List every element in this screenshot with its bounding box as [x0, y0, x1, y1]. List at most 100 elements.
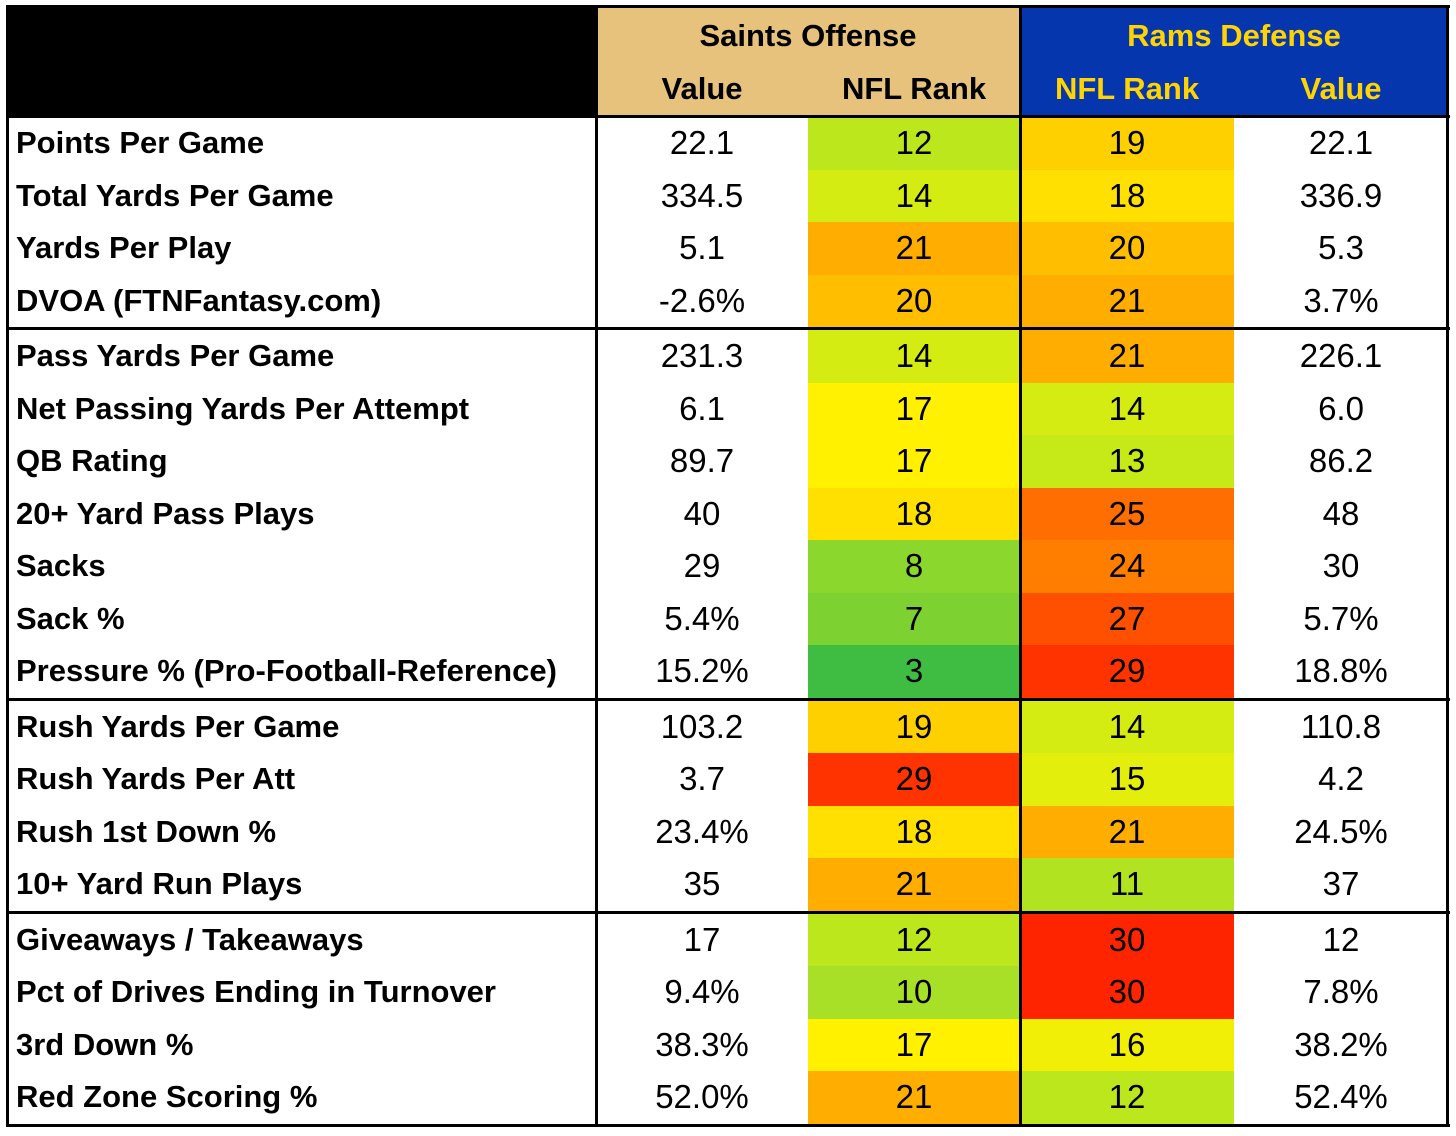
rams-rank-cell: 14	[1020, 382, 1234, 435]
saints-rank-cell: 10	[808, 966, 1020, 1019]
rams-value-cell: 4.2	[1318, 760, 1364, 798]
rams-value-cell: 37	[1322, 865, 1360, 903]
saints-value-cell: 6.1	[679, 389, 725, 427]
rams-value-cell: 18.8%	[1294, 652, 1388, 690]
saints-rank-cell: 21	[808, 222, 1020, 275]
rams-rank-cell: 13	[1020, 435, 1234, 488]
group-separator-3	[6, 910, 1450, 914]
row-label: Giveaways / Takeaways	[16, 921, 364, 957]
rams-header-bg	[1020, 8, 1448, 116]
saints-value-cell: 35	[683, 865, 721, 903]
divider-offense-defense	[1019, 5, 1022, 1127]
rams-value-cell: 7.8%	[1303, 973, 1379, 1011]
rams-value-cell: 336.9	[1299, 176, 1383, 214]
saints-value-cell: 52.0%	[655, 1078, 749, 1116]
row-label: Pressure % (Pro-Football-Reference)	[16, 653, 557, 689]
row-label: 10+ Yard Run Plays	[16, 866, 303, 902]
rams-rank-header: NFL Rank	[1054, 71, 1200, 106]
saints-rank-cell: 29	[808, 753, 1020, 806]
border-right	[1446, 5, 1449, 1127]
rams-rank-cell: 12	[1020, 1071, 1234, 1124]
saints-rank-cell: 14	[808, 330, 1020, 383]
saints-rank-cell: 12	[808, 913, 1020, 966]
row-label: 20+ Yard Pass Plays	[16, 495, 315, 531]
saints-value-cell: -2.6%	[658, 281, 746, 319]
row-label: Rush 1st Down %	[16, 813, 277, 849]
saints-rank-cell: 18	[808, 487, 1020, 540]
saints-value-cell: 40	[683, 494, 721, 532]
saints-value-cell: 23.4%	[655, 812, 749, 850]
saints-rank-cell: 12	[808, 117, 1020, 170]
border-top	[6, 5, 1450, 8]
rams-value-cell: 52.4%	[1294, 1078, 1388, 1116]
rams-rank-cell: 30	[1020, 966, 1234, 1019]
rams-defense-title: Rams Defense	[1127, 18, 1341, 53]
saints-rank-cell: 3	[808, 645, 1020, 698]
saints-value-cell: 5.1	[679, 229, 725, 267]
row-label: 3rd Down %	[16, 1026, 194, 1062]
row-label: Points Per Game	[16, 125, 265, 161]
rams-value-cell: 6.0	[1318, 389, 1364, 427]
rams-rank-cell: 29	[1020, 645, 1234, 698]
saints-rank-cell: 14	[808, 169, 1020, 222]
rams-value-cell: 48	[1322, 494, 1360, 532]
row-label: Sacks	[16, 548, 106, 584]
saints-value-cell: 3.7	[679, 760, 725, 798]
saints-value-cell: 89.7	[669, 442, 735, 480]
rams-rank-cell: 16	[1020, 1018, 1234, 1071]
rams-rank-cell: 24	[1020, 540, 1234, 593]
header-blank-cell	[8, 8, 596, 116]
row-label: DVOA (FTNFantasy.com)	[16, 282, 382, 318]
header-separator	[6, 115, 1450, 118]
row-label: Net Passing Yards Per Attempt	[16, 390, 470, 426]
rams-value-cell: 12	[1322, 920, 1360, 958]
saints-rank-cell: 17	[808, 382, 1020, 435]
rams-rank-cell: 21	[1020, 330, 1234, 383]
saints-value-cell: 15.2%	[655, 652, 749, 690]
row-label: QB Rating	[16, 443, 168, 479]
rams-value-cell: 30	[1322, 547, 1360, 585]
group-separator-1	[6, 327, 1450, 330]
saints-value-cell: 22.1	[669, 124, 735, 162]
row-label: Yards Per Play	[16, 230, 232, 266]
row-label: Rush Yards Per Game	[16, 708, 340, 744]
saints-rank-header: NFL Rank	[841, 71, 987, 106]
rams-value-cell: 38.2%	[1294, 1025, 1388, 1063]
saints-rank-cell: 18	[808, 805, 1020, 858]
saints-value-cell: 5.4%	[664, 599, 740, 637]
row-label: Red Zone Scoring %	[16, 1079, 318, 1115]
saints-header-bg	[596, 8, 1020, 116]
saints-offense-title: Saints Offense	[699, 18, 917, 53]
saints-rank-cell: 21	[808, 1071, 1020, 1124]
rams-rank-cell: 21	[1020, 805, 1234, 858]
rams-value-cell: 24.5%	[1294, 812, 1388, 850]
saints-value-cell: 9.4%	[664, 973, 740, 1011]
rams-rank-cell: 15	[1020, 753, 1234, 806]
saints-rank-cell: 17	[808, 435, 1020, 488]
rams-rank-cell: 25	[1020, 487, 1234, 540]
rams-rank-cell: 21	[1020, 274, 1234, 327]
rams-value-cell: 5.3	[1318, 229, 1364, 267]
rams-value-cell: 5.7%	[1303, 599, 1379, 637]
row-label: Pass Yards Per Game	[16, 338, 335, 374]
rams-rank-cell: 20	[1020, 222, 1234, 275]
saints-rank-cell: 7	[808, 592, 1020, 645]
rams-rank-cell: 19	[1020, 117, 1234, 170]
saints-value-header: Value	[661, 71, 743, 106]
saints-rank-cell: 8	[808, 540, 1020, 593]
rams-rank-cell: 11	[1020, 858, 1234, 911]
border-bottom	[6, 1123, 1450, 1127]
rams-value-cell: 3.7%	[1303, 281, 1379, 319]
border-left	[6, 5, 9, 1127]
divider-label-offense	[595, 5, 598, 1127]
saints-rank-cell: 20	[808, 274, 1020, 327]
rams-rank-cell: 14	[1020, 700, 1234, 753]
rams-value-cell: 226.1	[1299, 337, 1383, 375]
group-separator-2	[6, 697, 1450, 701]
saints-value-cell: 38.3%	[655, 1025, 749, 1063]
row-label: Pct of Drives Ending in Turnover	[16, 974, 496, 1010]
saints-value-cell: 17	[683, 920, 721, 958]
saints-value-cell: 29	[683, 547, 721, 585]
saints-value-cell: 231.3	[660, 337, 744, 375]
